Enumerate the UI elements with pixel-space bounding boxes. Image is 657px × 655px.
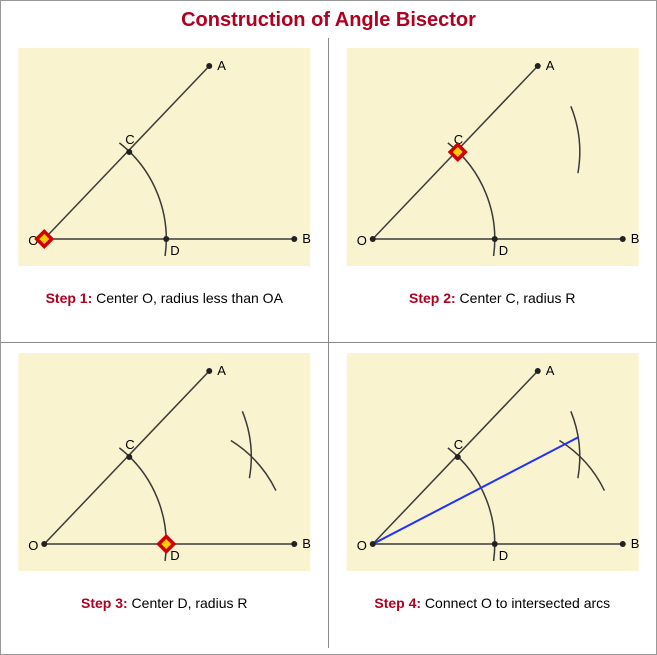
svg-text:O: O <box>356 233 366 248</box>
svg-text:C: C <box>125 132 134 147</box>
svg-text:A: A <box>217 58 226 73</box>
step-text: Connect O to intersected arcs <box>421 595 610 611</box>
panel-step2: OABCD Step 2: Center C, radius R <box>329 38 657 343</box>
diagram-step2: OABCD <box>339 44 647 284</box>
svg-text:A: A <box>545 363 554 378</box>
svg-text:B: B <box>630 231 639 246</box>
diagram-step4: O A B C D <box>339 349 647 589</box>
svg-text:O: O <box>28 538 38 553</box>
svg-text:D: D <box>498 548 507 563</box>
svg-text:B: B <box>302 536 311 551</box>
step-label: Step 3: <box>81 595 128 611</box>
panel-grid: O A B C D Step 1: Center O, radius less than… <box>1 38 656 648</box>
svg-text:C: C <box>125 437 134 452</box>
step-text: Center O, radius less than OA <box>92 290 283 306</box>
svg-text:A: A <box>545 58 554 73</box>
panel-step1: OABCD Step 1: Center O, radius less than… <box>1 38 329 343</box>
caption-step3: Step 3: Center D, radius R <box>11 595 318 611</box>
step-text: Center C, radius R <box>456 290 576 306</box>
svg-text:D: D <box>170 243 179 258</box>
step-label: Step 4: <box>374 595 421 611</box>
caption-step1: Step 1: Center O, radius less than OA <box>11 290 318 306</box>
svg-text:B: B <box>630 536 639 551</box>
diagram-step3: O A B C D <box>11 349 318 589</box>
svg-text:A: A <box>217 363 226 378</box>
page-title: Construction of Angle Bisector <box>1 1 656 38</box>
diagram-step1: OABCD <box>11 44 318 284</box>
svg-text:O: O <box>356 538 366 553</box>
step-text: Center D, radius R <box>128 595 248 611</box>
caption-step2: Step 2: Center C, radius R <box>339 290 647 306</box>
panel-step3: O A B C D Step 3: Center D, radius R <box>1 343 329 648</box>
svg-text:D: D <box>170 548 179 563</box>
panel-step4: O A B C D Step 4: Connect O to intersected a… <box>329 343 657 648</box>
step-label: Step 2: <box>409 290 456 306</box>
svg-text:C: C <box>453 437 462 452</box>
caption-step4: Step 4: Connect O to intersected arcs <box>339 595 647 611</box>
svg-text:D: D <box>498 243 507 258</box>
svg-text:B: B <box>302 231 311 246</box>
step-label: Step 1: <box>46 290 93 306</box>
